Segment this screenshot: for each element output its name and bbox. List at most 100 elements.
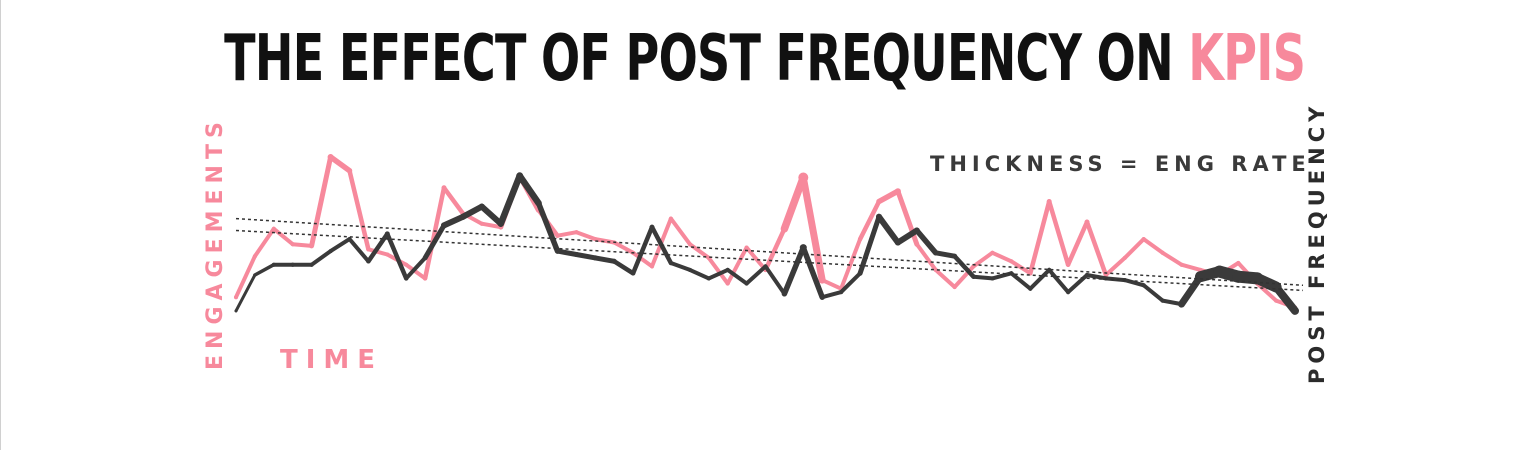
series-1-segment <box>1084 219 1109 278</box>
series-2-point <box>555 248 560 254</box>
series-2-segment <box>385 231 409 281</box>
series-1-point <box>1236 261 1241 265</box>
series-1-segment <box>1065 219 1090 267</box>
series-2-point <box>535 200 542 207</box>
series-2-point <box>668 261 673 265</box>
series-1-segment <box>857 199 882 242</box>
series-2-segment <box>309 249 333 267</box>
series-2-point <box>366 259 371 264</box>
series-1-point <box>990 250 995 255</box>
series-2-segment <box>459 203 485 220</box>
series-2-point <box>234 309 238 313</box>
series-1-point <box>820 278 825 283</box>
series-2-point <box>1066 290 1071 295</box>
series-1-point <box>725 281 730 286</box>
series-2-point <box>1232 270 1245 283</box>
series-2-segment <box>1009 271 1033 291</box>
series-1-point <box>1084 219 1090 225</box>
trendline-layer <box>235 217 1304 292</box>
series-2-point <box>649 224 655 230</box>
series-1-segment <box>327 154 353 174</box>
chart-title: THE EFFECT OF POST FREQUENCY ON KPIS <box>213 22 1317 96</box>
series-2-point <box>1292 307 1298 314</box>
series-2-point <box>423 255 428 260</box>
series-1-segment <box>309 154 334 249</box>
series-2-segment <box>820 290 844 300</box>
trendline-1 <box>235 217 1304 287</box>
series-2-point <box>839 290 844 295</box>
series-1-segment <box>1046 199 1071 267</box>
series-2-segment <box>744 264 768 286</box>
series-1-point <box>290 242 295 247</box>
series-2-segment <box>800 244 825 300</box>
series-1-segment <box>252 226 276 259</box>
series-1-segment <box>1122 237 1146 260</box>
series-1-segment <box>366 247 390 257</box>
series-1-point <box>1046 199 1052 204</box>
series-2-point <box>799 244 807 252</box>
x-axis-label: TIME <box>280 345 383 375</box>
series-1-point <box>252 254 257 259</box>
trendline-2 <box>235 229 1304 292</box>
series-2-point <box>573 252 579 257</box>
series-1-point <box>574 230 579 235</box>
series-2-point <box>497 220 504 227</box>
series-2-segment <box>933 250 958 259</box>
series-2-point <box>820 295 825 300</box>
series-2-segment <box>1028 267 1052 291</box>
series-1-segment <box>422 185 447 281</box>
series-2-segment <box>535 200 561 254</box>
series-1-point <box>1103 273 1108 277</box>
series-1-point <box>479 221 484 226</box>
series-2-point <box>328 249 333 254</box>
series-1-point <box>687 242 692 247</box>
series-2-segment <box>592 255 617 264</box>
series-1-segment <box>593 237 617 245</box>
series-1-segment <box>612 240 636 255</box>
series-1-segment <box>234 254 257 300</box>
series-1-point <box>781 226 787 232</box>
series-1-point <box>1122 255 1127 260</box>
series-2-segment <box>839 271 863 295</box>
series-2-point <box>271 262 276 267</box>
series-2-point <box>1213 265 1226 278</box>
series-2-point <box>952 253 958 259</box>
series-1-segment <box>744 245 768 272</box>
series-2-segment <box>876 213 901 246</box>
series-2-segment <box>366 231 390 264</box>
y-axis-right-label: POST FREQUENCY <box>1305 102 1329 384</box>
series-2-point <box>1047 267 1052 272</box>
series-2-point <box>1085 273 1089 277</box>
series-2-segment <box>404 255 428 281</box>
series-2-point <box>611 258 617 264</box>
series-2-point <box>782 291 787 296</box>
series-1-segment <box>971 250 995 269</box>
series-2-point <box>1028 286 1033 291</box>
series-1-segment <box>933 267 957 289</box>
series-2-segment <box>1141 283 1165 303</box>
series-2-point <box>1160 298 1165 303</box>
series-1-point <box>914 242 919 247</box>
series-2-point <box>706 276 711 281</box>
left-border <box>0 0 1 450</box>
series-1-segment <box>1160 250 1184 267</box>
series-1-segment <box>1028 199 1052 276</box>
series-2-point <box>858 271 863 276</box>
series-1-point <box>876 199 882 204</box>
series-2-point <box>309 262 314 267</box>
series-1-point <box>271 226 276 231</box>
series-1-point <box>441 185 447 191</box>
series-2-point <box>592 255 598 261</box>
series-1-segment <box>914 242 938 272</box>
series-2-point <box>876 213 882 220</box>
series-1-point <box>366 247 371 252</box>
thickness-annotation: THICKNESS = ENG RATE <box>930 152 1311 176</box>
series-1-point <box>668 216 673 221</box>
series-1-segment <box>706 255 730 286</box>
series-2-point <box>404 276 409 281</box>
series-2-point <box>290 262 295 267</box>
series-2-point <box>687 267 692 272</box>
series-2-segment <box>706 267 730 281</box>
series-2-segment <box>971 274 995 281</box>
